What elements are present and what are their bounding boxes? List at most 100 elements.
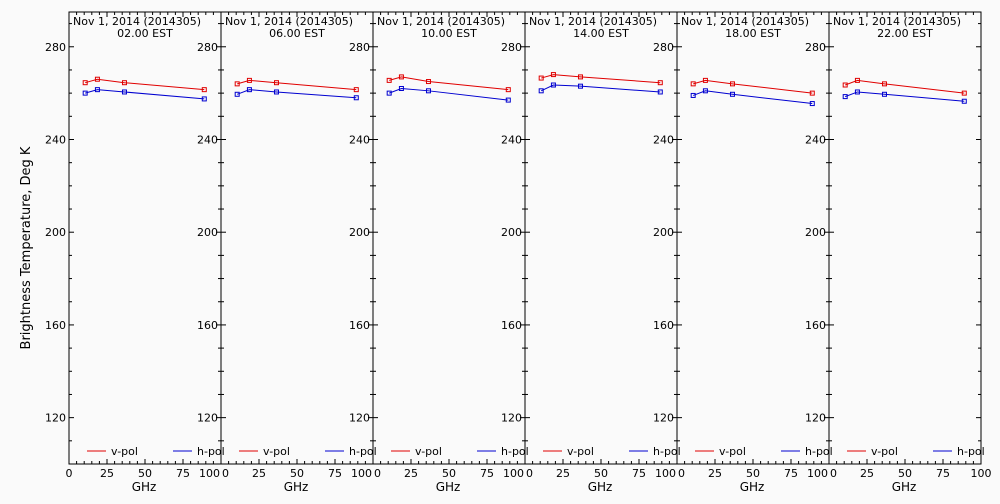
y-tick-label: 200: [45, 226, 66, 239]
x-tick-label: 50: [290, 467, 304, 480]
y-tick-label: 240: [501, 133, 522, 146]
panel-title-date: Nov 1, 2014 (2014305): [681, 15, 809, 28]
legend-label-h-pol: h-pol: [653, 445, 681, 458]
legend-label-v-pol: v-pol: [111, 445, 138, 458]
y-tick-label: 160: [45, 319, 66, 332]
data-point-v-pol: [398, 74, 404, 80]
data-point-v-pol: [386, 77, 392, 83]
data-point-h-pol: [550, 82, 556, 88]
x-tick-label: 25: [100, 467, 114, 480]
series-line-h-pol: [85, 89, 205, 100]
data-point-h-pol: [842, 94, 848, 100]
y-tick-label: 160: [349, 319, 370, 332]
x-axis-label: GHz: [436, 480, 461, 494]
data-point-h-pol: [121, 89, 127, 95]
y-tick-label: 120: [501, 412, 522, 425]
x-tick-label: 0: [526, 467, 533, 480]
panel-title-time: 18.00 EST: [725, 27, 781, 40]
y-tick-label: 120: [349, 412, 370, 425]
x-tick-label: 75: [784, 467, 798, 480]
x-axis-label: GHz: [132, 480, 157, 494]
x-axis-label: GHz: [284, 480, 309, 494]
x-tick-label: 0: [222, 467, 229, 480]
x-tick-label: 25: [708, 467, 722, 480]
data-point-v-pol: [577, 74, 583, 80]
y-tick-label: 120: [45, 412, 66, 425]
y-tick-label: 280: [349, 41, 370, 54]
series-line-h-pol: [237, 89, 357, 99]
series-line-v-pol: [541, 74, 661, 84]
x-tick-label: 100: [503, 467, 524, 480]
series-line-v-pol: [845, 79, 965, 94]
data-point-h-pol: [961, 98, 967, 104]
legend-label-v-pol: v-pol: [871, 445, 898, 458]
y-axis-label: Brightness Temperature, Deg K: [19, 146, 34, 349]
data-point-v-pol: [425, 79, 431, 85]
data-point-v-pol: [505, 87, 511, 93]
data-point-h-pol: [690, 92, 696, 98]
x-tick-label: 50: [442, 467, 456, 480]
legend-label-v-pol: v-pol: [263, 445, 290, 458]
y-tick-label: 120: [653, 412, 674, 425]
panel-title-time: 10.00 EST: [421, 27, 477, 40]
data-point-v-pol: [550, 72, 556, 78]
data-point-v-pol: [94, 76, 100, 82]
panel-title-date: Nov 1, 2014 (2014305): [225, 15, 353, 28]
y-tick-label: 160: [653, 319, 674, 332]
series-line-v-pol: [693, 79, 813, 94]
data-point-h-pol: [425, 88, 431, 94]
panel-title-date: Nov 1, 2014 (2014305): [377, 15, 505, 28]
x-tick-label: 25: [860, 467, 874, 480]
x-tick-label: 0: [374, 467, 381, 480]
data-point-h-pol: [657, 89, 663, 95]
series-line-h-pol: [389, 87, 509, 101]
panel-frame: [828, 11, 982, 465]
data-point-h-pol: [386, 90, 392, 96]
x-tick-label: 50: [138, 467, 152, 480]
y-tick-label: 200: [349, 226, 370, 239]
series-line-h-pol: [540, 84, 661, 93]
panel-title-time: 14.00 EST: [573, 27, 629, 40]
legend-label-v-pol: v-pol: [415, 445, 442, 458]
y-tick-label: 160: [501, 319, 522, 332]
x-tick-label: 100: [351, 467, 372, 480]
x-tick-label: 0: [66, 467, 73, 480]
data-point-v-pol: [961, 90, 967, 96]
x-tick-label: 0: [678, 467, 685, 480]
data-point-v-pol: [690, 81, 696, 87]
x-tick-label: 25: [556, 467, 570, 480]
x-tick-label: 75: [328, 467, 342, 480]
y-tick-label: 240: [805, 133, 826, 146]
x-tick-label: 75: [480, 467, 494, 480]
data-point-v-pol: [809, 90, 815, 96]
data-point-v-pol: [121, 80, 127, 86]
data-point-v-pol: [729, 81, 735, 87]
data-point-h-pol: [577, 83, 583, 89]
x-tick-label: 75: [176, 467, 190, 480]
x-tick-label: 100: [199, 467, 220, 480]
data-point-v-pol: [246, 77, 252, 83]
x-tick-label: 25: [404, 467, 418, 480]
series-line-v-pol: [85, 78, 205, 91]
y-tick-label: 120: [805, 412, 826, 425]
data-point-v-pol: [854, 77, 860, 83]
data-point-h-pol: [702, 88, 708, 94]
panel-title-time: 22.00 EST: [877, 27, 933, 40]
data-point-h-pol: [729, 91, 735, 97]
panel-title-time: 02.00 EST: [117, 27, 173, 40]
series-line-v-pol: [237, 79, 357, 91]
data-point-v-pol: [538, 75, 544, 81]
y-tick-label: 240: [653, 133, 674, 146]
y-tick-label: 160: [805, 319, 826, 332]
y-tick-label: 200: [805, 226, 826, 239]
legend-label-v-pol: v-pol: [719, 445, 746, 458]
data-point-v-pol: [842, 82, 848, 88]
data-point-h-pol: [809, 101, 815, 107]
y-tick-label: 280: [45, 41, 66, 54]
y-tick-label: 240: [45, 133, 66, 146]
data-point-h-pol: [505, 97, 511, 103]
x-tick-label: 50: [594, 467, 608, 480]
data-point-h-pol: [398, 85, 404, 91]
